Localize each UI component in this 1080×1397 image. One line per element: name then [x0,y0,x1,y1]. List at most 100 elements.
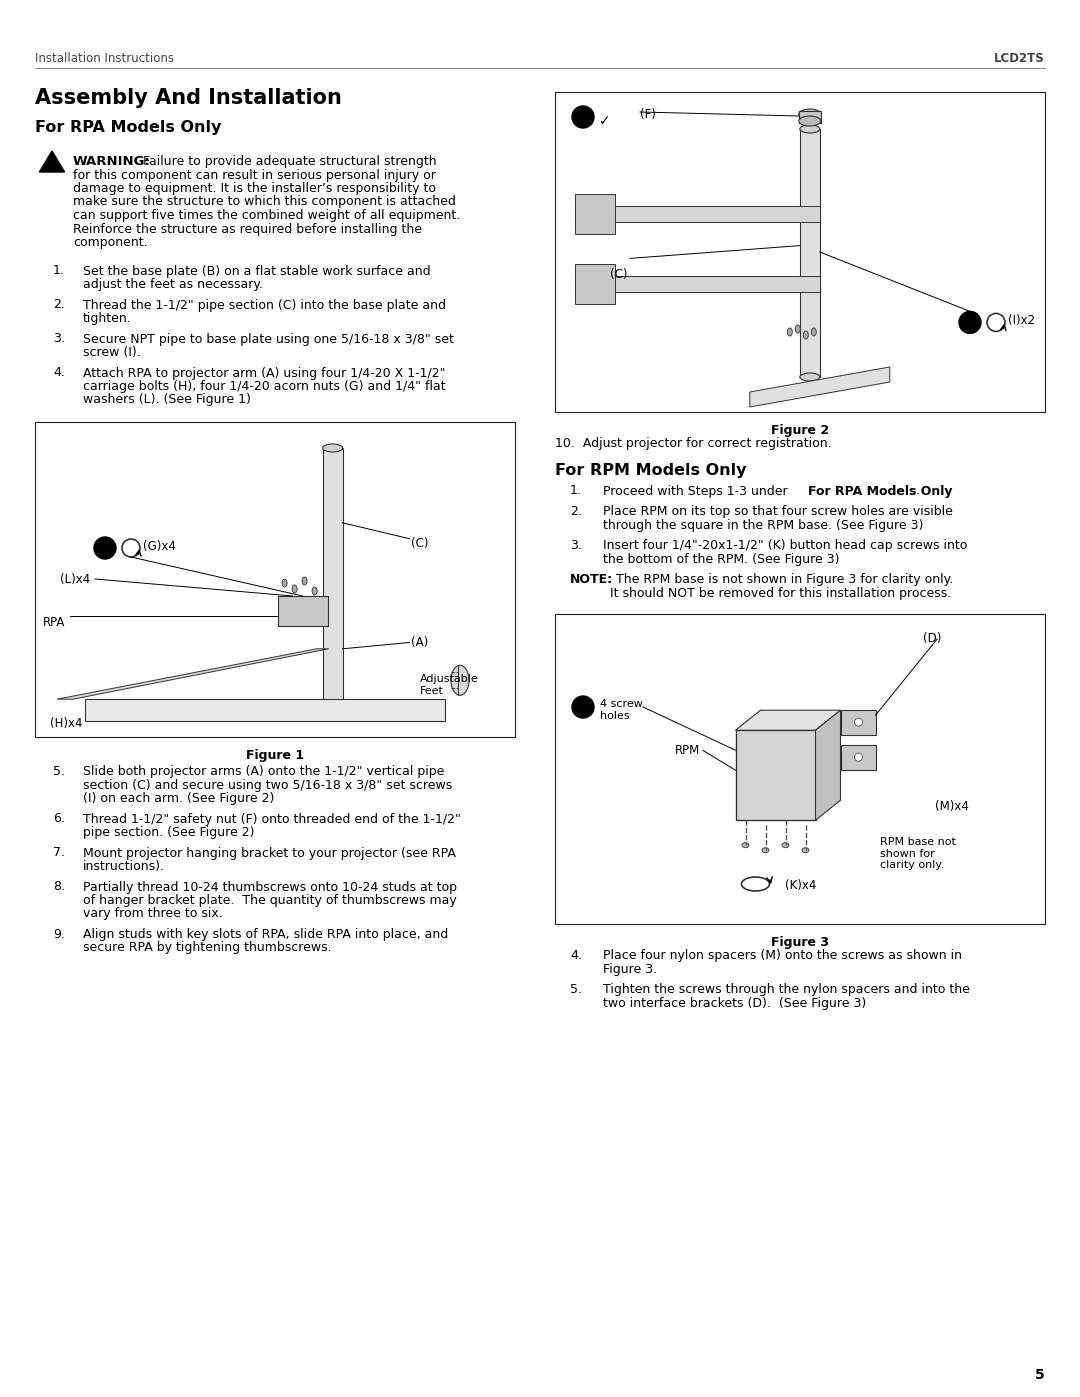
Text: NOTE:: NOTE: [570,573,613,585]
Text: tighten.: tighten. [83,312,132,326]
Text: 4 screw
holes: 4 screw holes [600,698,643,721]
Text: (M)x4: (M)x4 [935,800,969,813]
Bar [799,110,821,123]
Text: for this component can result in serious personal injury or: for this component can result in serious… [73,169,436,182]
Ellipse shape [795,326,800,332]
Ellipse shape [323,444,342,453]
Text: adjust the feet as necessary.: adjust the feet as necessary. [83,278,264,291]
Text: (F): (F) [640,108,656,122]
Ellipse shape [804,331,808,339]
Text: Attach RPA to projector arm (A) using four 1/4-20 X 1-1/2": Attach RPA to projector arm (A) using fo… [83,366,446,380]
Text: ✓: ✓ [599,115,610,129]
Text: RPA: RPA [43,616,66,629]
Text: RPM: RPM [675,745,700,757]
Polygon shape [735,710,840,731]
Bar [735,731,815,820]
Polygon shape [815,710,840,820]
Text: (H)x4: (H)x4 [50,717,82,731]
Text: (I)x2: (I)x2 [1008,314,1035,327]
Circle shape [94,536,116,559]
Text: pipe section. (See Figure 2): pipe section. (See Figure 2) [83,826,255,840]
Circle shape [959,312,981,334]
Text: Partially thread 10-24 thumbscrews onto 10-24 studs at top: Partially thread 10-24 thumbscrews onto … [83,880,457,894]
Ellipse shape [811,328,816,337]
Polygon shape [750,367,890,407]
Text: (I) on each arm. (See Figure 2): (I) on each arm. (See Figure 2) [83,792,274,805]
Circle shape [572,106,594,129]
Bar [555,92,1045,412]
Text: washers (L). (See Figure 1): washers (L). (See Figure 1) [83,394,251,407]
Text: 8.: 8. [53,880,65,894]
Ellipse shape [782,842,789,848]
Text: Figure 3: Figure 3 [771,936,829,949]
Text: (C): (C) [411,536,429,549]
Text: instructions).: instructions). [83,861,165,873]
Text: make sure the structure to which this component is attached: make sure the structure to which this co… [73,196,456,208]
Bar [278,597,327,626]
Ellipse shape [282,578,287,587]
Text: 2.: 2. [570,504,582,518]
Text: .: . [916,485,920,497]
Text: Place RPM on its top so that four screw holes are visible: Place RPM on its top so that four screw … [603,504,953,518]
Ellipse shape [799,109,821,119]
Text: For RPA Models Only: For RPA Models Only [35,120,221,136]
Ellipse shape [802,848,809,852]
Text: component.: component. [73,236,148,249]
Polygon shape [575,205,820,222]
Text: (C): (C) [610,268,627,281]
Polygon shape [39,151,65,172]
Text: section (C) and secure using two 5/16-18 x 3/8" set screws: section (C) and secure using two 5/16-18… [83,778,453,792]
Text: 7.: 7. [53,847,65,859]
Text: Insert four 1/4"-20x1-1/2" (K) button head cap screws into: Insert four 1/4"-20x1-1/2" (K) button he… [603,539,968,552]
Text: Assembly And Installation: Assembly And Installation [35,88,342,108]
Ellipse shape [799,116,821,126]
Bar [840,710,876,735]
Text: For RPA Models Only: For RPA Models Only [808,485,953,497]
Text: 2.: 2. [53,299,65,312]
Text: 4.: 4. [53,366,65,380]
Text: 5: 5 [966,316,974,328]
Text: 4.: 4. [570,949,582,963]
Text: secure RPA by tightening thumbscrews.: secure RPA by tightening thumbscrews. [83,942,332,954]
Polygon shape [575,277,820,292]
Text: Mount projector hanging bracket to your projector (see RPA: Mount projector hanging bracket to your … [83,847,456,859]
Circle shape [572,696,594,718]
Text: (L)x4: (L)x4 [60,573,91,585]
Text: WARNING:: WARNING: [73,155,151,168]
Text: screw (I).: screw (I). [83,346,140,359]
Text: LCD2TS: LCD2TS [995,52,1045,66]
Text: 1.: 1. [570,485,582,497]
Text: For RPM Models Only: For RPM Models Only [555,462,746,478]
Bar [35,422,515,738]
Text: Failure to provide adequate structural strength: Failure to provide adequate structural s… [135,155,436,168]
Ellipse shape [854,718,863,726]
Text: 5: 5 [1036,1368,1045,1382]
Bar [323,448,342,707]
Text: Proceed with Steps 1-3 under: Proceed with Steps 1-3 under [603,485,792,497]
Bar [575,194,615,233]
Bar [575,264,615,305]
Text: the bottom of the RPM. (See Figure 3): the bottom of the RPM. (See Figure 3) [603,552,839,566]
Text: of hanger bracket plate.  The quantity of thumbscrews may: of hanger bracket plate. The quantity of… [83,894,457,907]
Text: 6: 6 [579,110,588,123]
Text: Figure 3.: Figure 3. [603,963,657,975]
Text: Figure 1: Figure 1 [246,749,305,761]
Text: vary from three to six.: vary from three to six. [83,908,222,921]
Ellipse shape [323,703,342,711]
Text: damage to equipment. It is the installer’s responsibility to: damage to equipment. It is the installer… [73,182,436,196]
Ellipse shape [302,577,307,585]
Text: Thread the 1-1/2" pipe section (C) into the base plate and: Thread the 1-1/2" pipe section (C) into … [83,299,446,312]
Text: through the square in the RPM base. (See Figure 3): through the square in the RPM base. (See… [603,518,923,531]
Text: The RPM base is not shown in Figure 3 for clarity only.: The RPM base is not shown in Figure 3 fo… [608,573,954,585]
Text: 3.: 3. [53,332,65,345]
Text: 5.: 5. [53,766,65,778]
Ellipse shape [800,373,820,381]
Bar [555,615,1045,923]
Text: Figure 2: Figure 2 [771,425,829,437]
Text: 10.  Adjust projector for correct registration.: 10. Adjust projector for correct registr… [555,437,832,450]
Text: Set the base plate (B) on a flat stable work surface and: Set the base plate (B) on a flat stable … [83,264,431,278]
Text: 1.: 1. [53,264,65,278]
Text: 9.: 9. [53,928,65,942]
Text: 4: 4 [100,542,109,555]
Text: carriage bolts (H), four 1/4-20 acorn nuts (G) and 1/4" flat: carriage bolts (H), four 1/4-20 acorn nu… [83,380,446,393]
